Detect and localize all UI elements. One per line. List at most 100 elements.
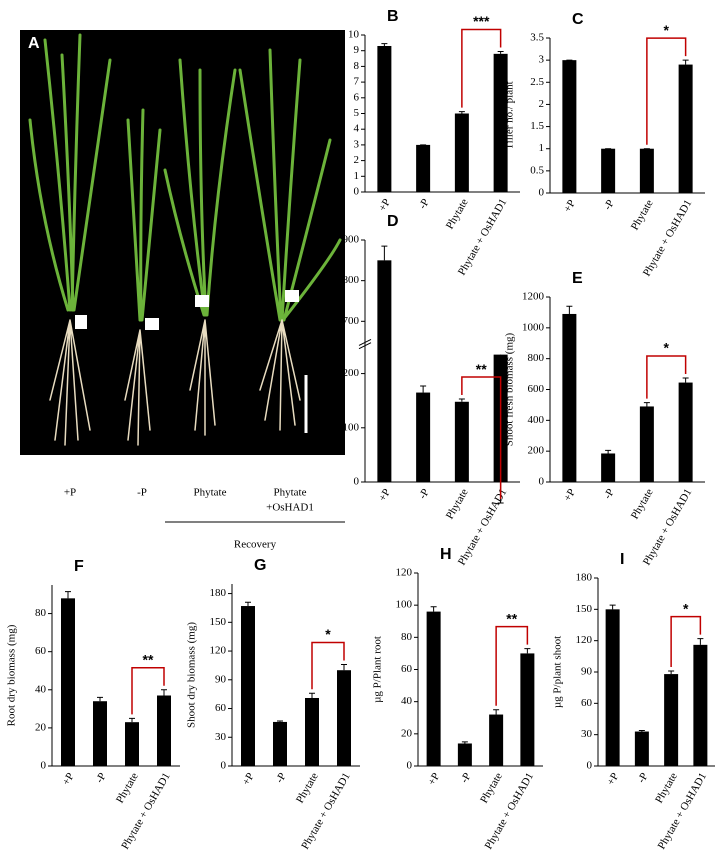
y-tick-label: 800	[343, 274, 360, 286]
y-tick-label: 100	[396, 599, 413, 611]
y-tick-label: 1	[539, 142, 545, 154]
y-tick-label: 900	[343, 234, 360, 246]
panel-label: E	[572, 270, 583, 287]
y-tick-label: 0.5	[530, 164, 544, 176]
panel-label: H	[440, 546, 452, 563]
significance-bracket	[131, 667, 165, 715]
y-axis-label: Shoot dry biomass (mg)	[186, 622, 198, 728]
y-tick-label: 60	[401, 663, 413, 675]
y-tick-label: 40	[401, 695, 413, 707]
y-tick-label: 30	[215, 731, 227, 743]
error-bar	[609, 604, 616, 610]
bar	[157, 695, 171, 766]
significance-label: **	[476, 361, 487, 377]
y-tick-label: 150	[576, 603, 593, 615]
y-tick-label: 30	[581, 728, 593, 740]
photo-label: +OsHAD1	[266, 502, 314, 514]
y-tick-label: 0	[407, 760, 413, 772]
bar	[416, 392, 431, 482]
significance-label: **	[143, 651, 154, 667]
significance-bracket	[461, 28, 502, 108]
x-tick-label: -P	[417, 487, 432, 501]
significance-label: ***	[473, 13, 490, 29]
y-tick-label: 4	[354, 123, 360, 135]
y-tick-label: 600	[528, 383, 545, 395]
bar	[241, 606, 255, 766]
bar	[337, 670, 351, 766]
bar	[454, 401, 469, 482]
significance-label: *	[664, 22, 670, 38]
y-tick-label: 6	[354, 91, 360, 103]
significance-bracket	[311, 641, 345, 690]
error-bar	[381, 245, 388, 261]
photo-label: +P	[64, 487, 76, 499]
error-bar	[65, 591, 71, 599]
error-bar	[493, 709, 500, 715]
y-tick-label: 60	[215, 702, 227, 714]
x-tick-label: -P	[602, 198, 617, 212]
y-axis-label: Root fresh biomass (mg)	[319, 306, 331, 415]
bar	[273, 721, 287, 766]
panel-label: G	[254, 557, 266, 574]
x-tick-label: +P	[377, 487, 394, 504]
y-tick-label: 400	[528, 414, 545, 426]
significance-label: *	[664, 340, 670, 356]
bar	[493, 53, 508, 193]
axis-break-mark	[358, 339, 372, 350]
bar	[454, 113, 469, 192]
significance-label: **	[506, 610, 517, 626]
x-tick-label: +P	[240, 771, 257, 788]
bar	[377, 260, 392, 482]
y-axis-label: Leaf no./plant	[319, 83, 331, 145]
y-tick-label: 10	[348, 29, 360, 41]
bar	[562, 60, 577, 194]
y-tick-label: 2	[354, 154, 360, 166]
error-bar	[697, 638, 704, 645]
y-axis-label: Tiller no./ plant	[504, 81, 516, 149]
bar	[678, 382, 693, 482]
panel-label: C	[572, 11, 584, 28]
error-bar	[381, 43, 388, 46]
panel-label: D	[387, 213, 399, 230]
error-bar	[566, 305, 573, 314]
y-tick-label: 700	[343, 315, 360, 327]
x-tick-label: +P	[377, 197, 394, 214]
error-bar	[458, 111, 465, 114]
bar	[93, 701, 107, 766]
y-axis-label: Root dry biomass (mg)	[6, 624, 18, 726]
error-bar	[524, 648, 531, 654]
bar	[601, 453, 616, 482]
y-tick-label: 180	[576, 572, 593, 584]
y-tick-label: 1	[354, 170, 360, 182]
x-tick-label: -P	[635, 771, 650, 785]
error-bar	[682, 59, 689, 65]
bar	[125, 722, 139, 766]
y-tick-label: 120	[396, 567, 413, 579]
y-tick-label: 7	[354, 76, 360, 88]
bar	[634, 731, 649, 766]
error-bar	[668, 670, 675, 675]
bar	[489, 714, 504, 766]
x-tick-label: +P	[60, 771, 77, 788]
x-tick-label: -P	[94, 771, 109, 785]
y-tick-label: 0	[539, 187, 545, 199]
y-tick-label: 0	[539, 476, 545, 488]
significance-bracket	[461, 376, 502, 500]
y-tick-label: 8	[354, 60, 360, 72]
significance-label: *	[683, 600, 689, 616]
error-bar	[309, 692, 315, 698]
y-tick-label: 800	[528, 352, 545, 364]
y-axis-label: µg P/plant shoot	[552, 636, 564, 708]
y-tick-label: 0	[354, 476, 360, 488]
y-tick-label: 3	[539, 54, 545, 66]
x-tick-label: Phytate	[629, 198, 656, 233]
y-tick-label: 90	[581, 666, 593, 678]
error-bar	[430, 606, 437, 612]
error-bar	[277, 720, 283, 722]
significance-bracket	[495, 625, 529, 706]
y-tick-label: 40	[35, 683, 47, 695]
panel-label: F	[74, 558, 84, 575]
y-tick-label: 20	[401, 727, 413, 739]
error-bar	[682, 377, 689, 383]
